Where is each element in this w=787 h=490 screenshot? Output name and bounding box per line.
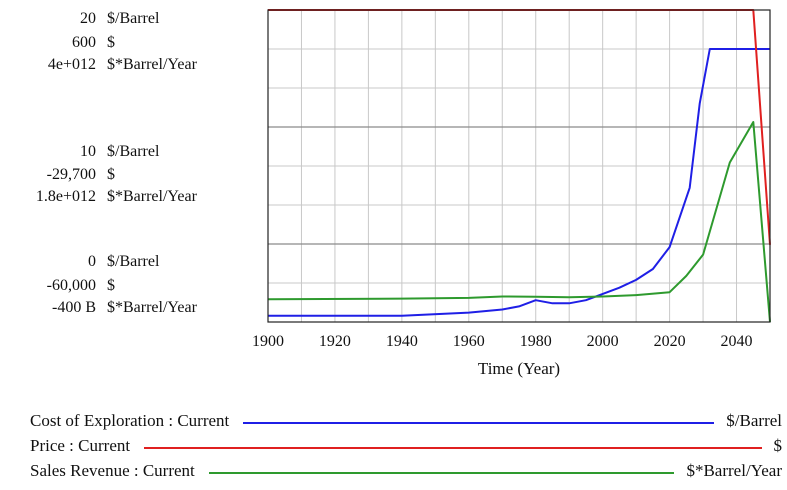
legend-swatch: [208, 472, 675, 474]
y-tick-value: 600: [72, 34, 96, 51]
legend-item: Price : Current $: [30, 436, 782, 458]
legend-swatch: [144, 447, 762, 449]
legend-label: Sales Revenue : Current: [30, 461, 195, 480]
y-tick-value: -29,700: [47, 166, 96, 183]
series-line-3: [267, 121, 771, 323]
y-tick-value: 20: [80, 10, 96, 27]
x-tick-label: 1980: [520, 333, 552, 350]
y-tick-value: -60,000: [47, 277, 96, 294]
y-tick-unit: $*Barrel/Year: [107, 188, 198, 205]
x-tick-label: 1920: [319, 333, 351, 350]
x-axis-label: Time (Year): [478, 359, 560, 378]
y-tick-unit: $/Barrel: [107, 253, 160, 270]
x-tick-label: 1900: [252, 333, 284, 350]
y-tick-value: -400 B: [52, 299, 96, 316]
y-tick-unit: $: [107, 166, 115, 183]
grid: [268, 10, 770, 322]
legend-swatch: [243, 422, 715, 424]
plot-area-frame: [267, 9, 771, 323]
y-tick-unit: $: [107, 277, 115, 294]
legend-label: Cost of Exploration : Current: [30, 411, 230, 430]
legend-unit: $/Barrel: [726, 411, 782, 430]
y-axis-tick-labels: 20 $/Barrel 600 $4e+012 $*Barrel/Year 10 $/Bar…: [36, 10, 198, 316]
y-tick-unit: $*Barrel/Year: [107, 299, 198, 316]
legend-unit: $*Barrel/Year: [686, 461, 782, 480]
y-tick-unit: $*Barrel/Year: [107, 56, 198, 73]
x-tick-label: 2020: [654, 333, 686, 350]
x-tick-label: 1960: [453, 333, 485, 350]
y-tick-unit: $: [107, 34, 115, 51]
legend-unit: $: [773, 436, 783, 455]
y-tick-value: 10: [80, 143, 96, 160]
legend-label: Price : Current: [30, 436, 131, 455]
y-tick-value: 1.8e+012: [36, 188, 96, 205]
y-tick-value: 0: [88, 253, 96, 270]
x-axis-tick-labels: 1900 1920 1940 1960 1980 2000 2020 2040: [252, 333, 753, 350]
y-tick-unit: $/Barrel: [107, 143, 160, 160]
x-tick-label: 1940: [386, 333, 418, 350]
legend-item: Cost of Exploration : Current $/Barrel: [30, 411, 782, 433]
series-line-1: [268, 48, 770, 317]
legend-item: Sales Revenue : Current $*Barrel/Year: [30, 461, 782, 483]
y-tick-value: 4e+012: [48, 56, 96, 73]
x-tick-label: 2000: [587, 333, 619, 350]
x-tick-label: 2040: [721, 333, 753, 350]
y-tick-unit: $/Barrel: [107, 10, 160, 27]
